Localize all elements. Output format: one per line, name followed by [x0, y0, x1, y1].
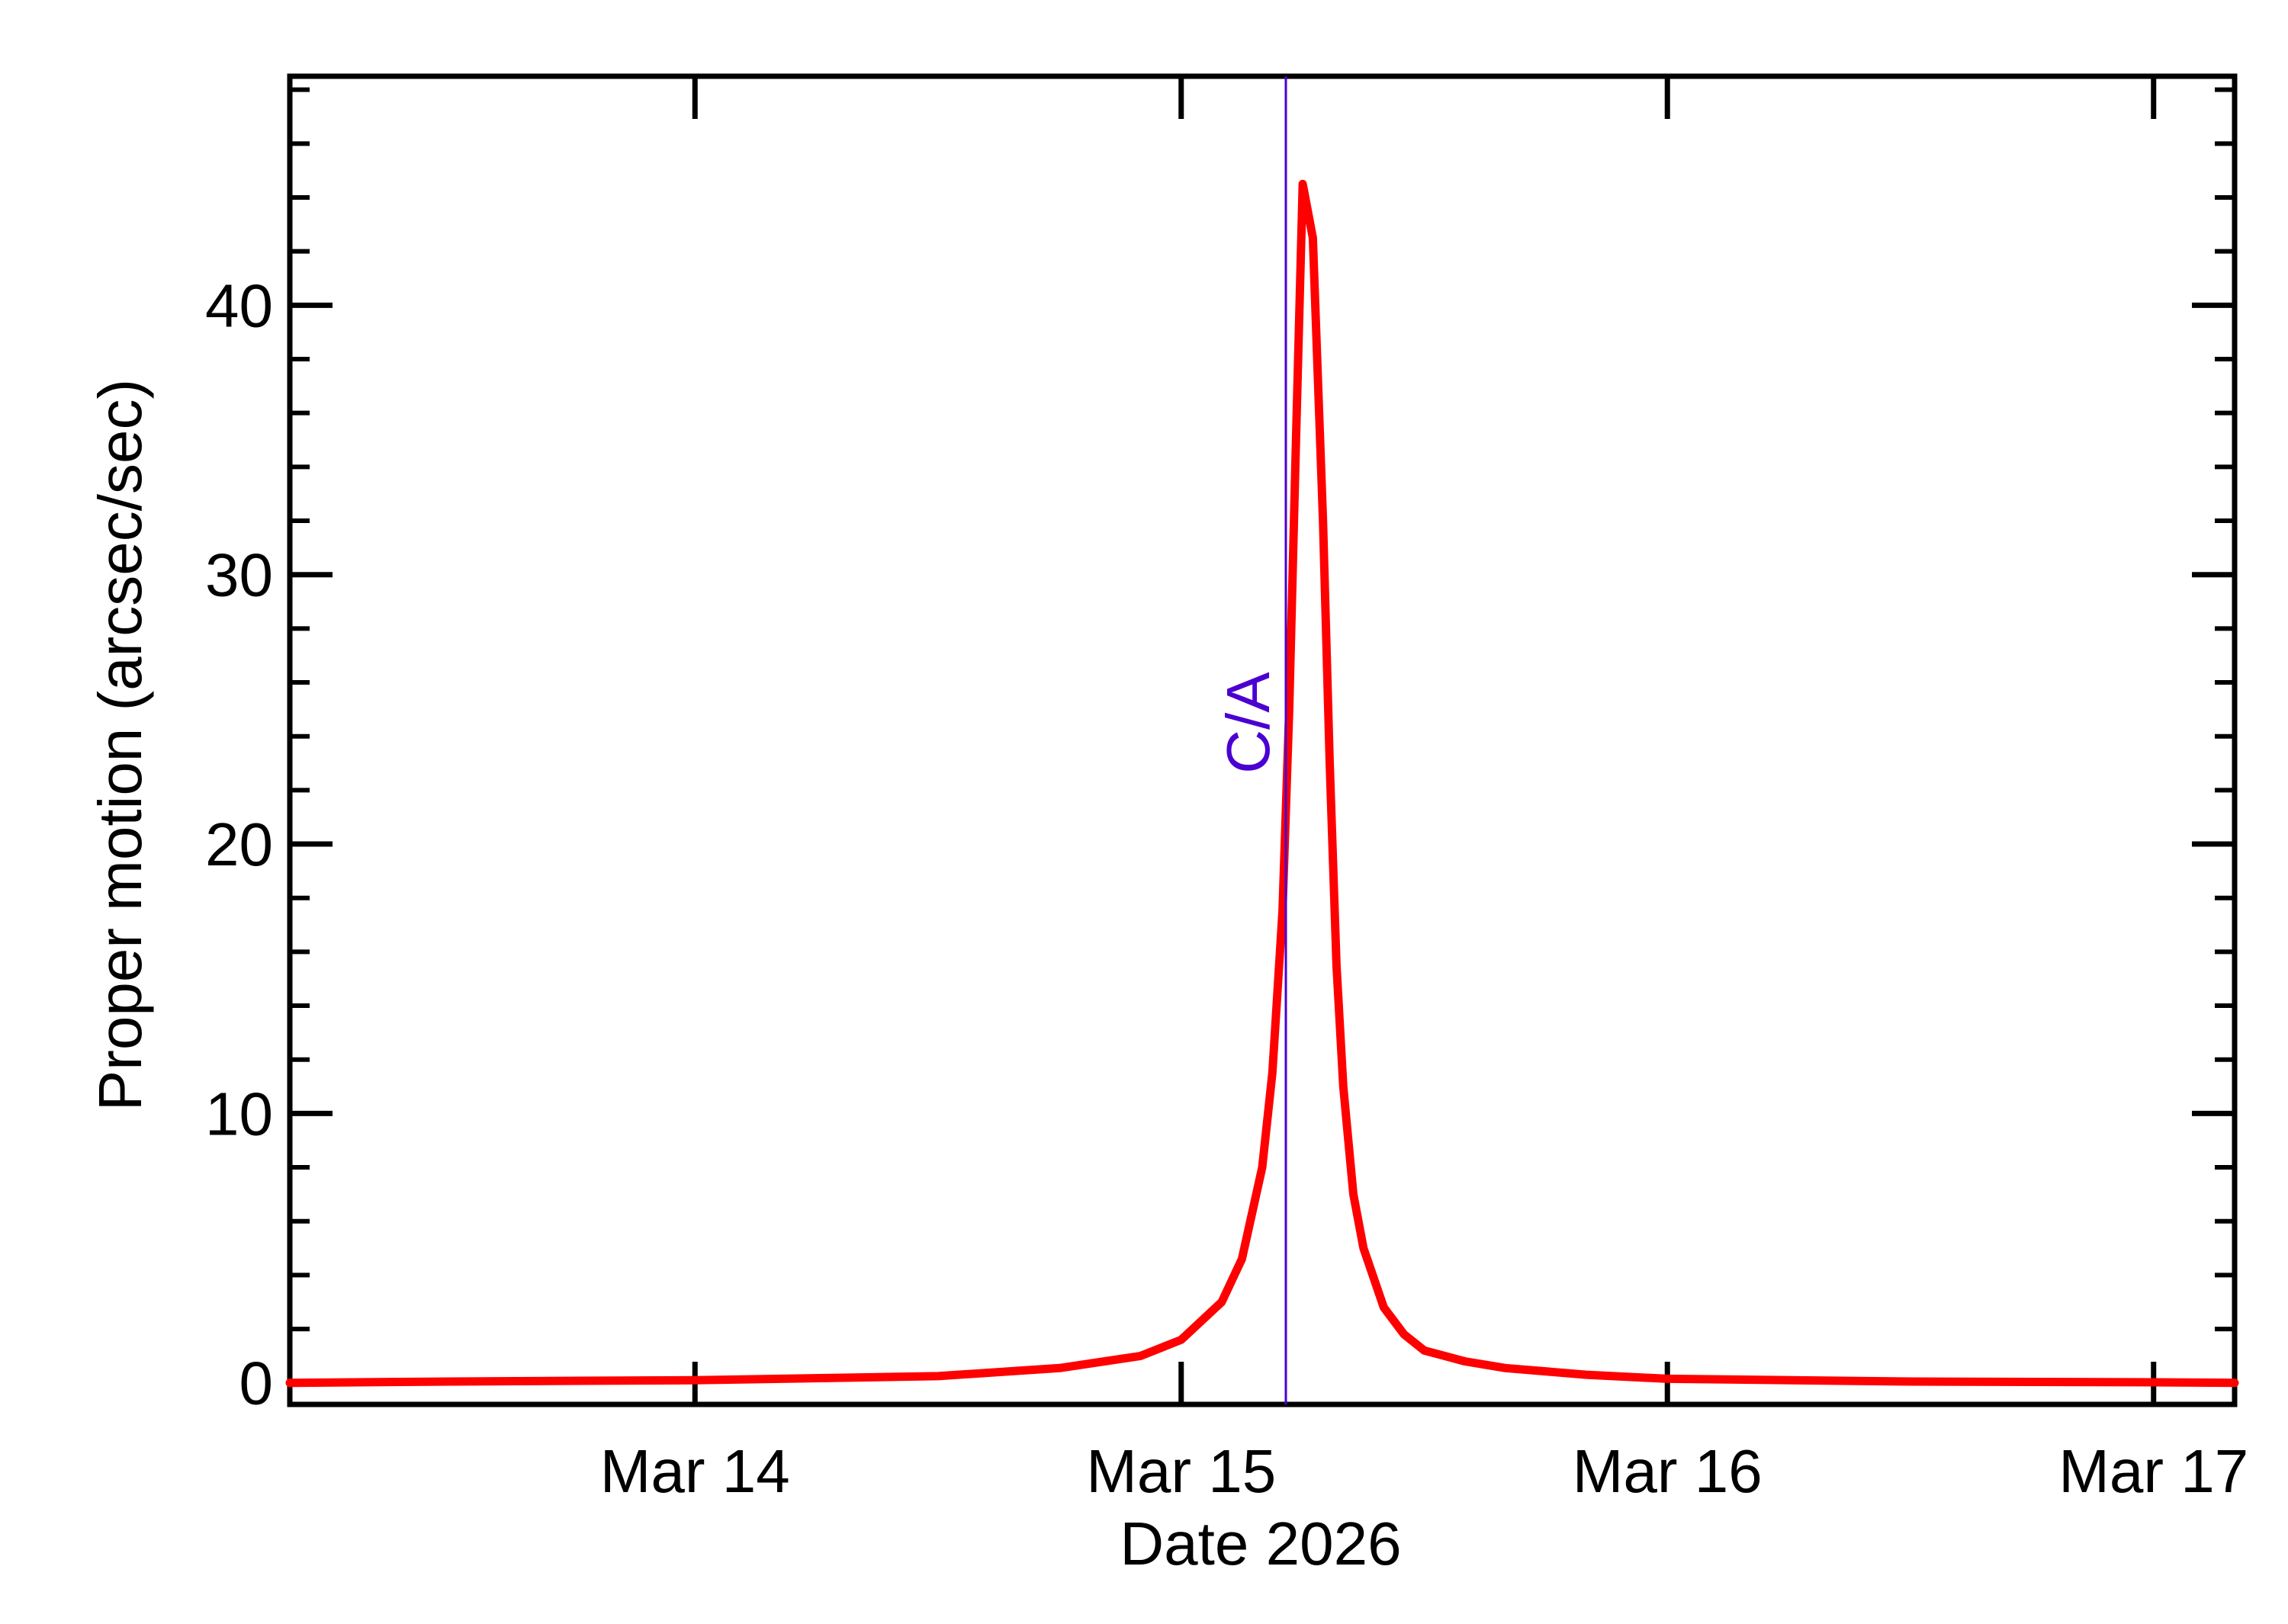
axes-layer: Mar 14 Mar 15 Mar 16 Mar 17 0 10 20 30 40: [205, 73, 2248, 1505]
y-tick-label: 10: [205, 1080, 273, 1147]
y-tick-label: 20: [205, 810, 273, 878]
y-tick-label: 0: [239, 1350, 274, 1417]
x-tick-label: Mar 14: [600, 1437, 790, 1505]
closest-approach-label: C/A: [1214, 672, 1282, 774]
x-tick-label: Mar 15: [1086, 1437, 1276, 1505]
x-tick-label: Mar 17: [2058, 1437, 2248, 1505]
series-line: [285, 179, 2239, 1388]
series-layer: [285, 179, 2239, 1388]
x-axis-label: Date 2026: [1120, 1510, 1401, 1577]
x-tick-label: Mar 16: [1573, 1437, 1763, 1505]
y-tick-label: 30: [205, 541, 273, 609]
y-tick-label: 40: [205, 271, 273, 339]
annotation-layer: C/A: [1214, 76, 1287, 1404]
plot-frame: [287, 73, 2238, 1407]
y-axis-label: Proper motion (arcsec/sec): [86, 379, 154, 1111]
